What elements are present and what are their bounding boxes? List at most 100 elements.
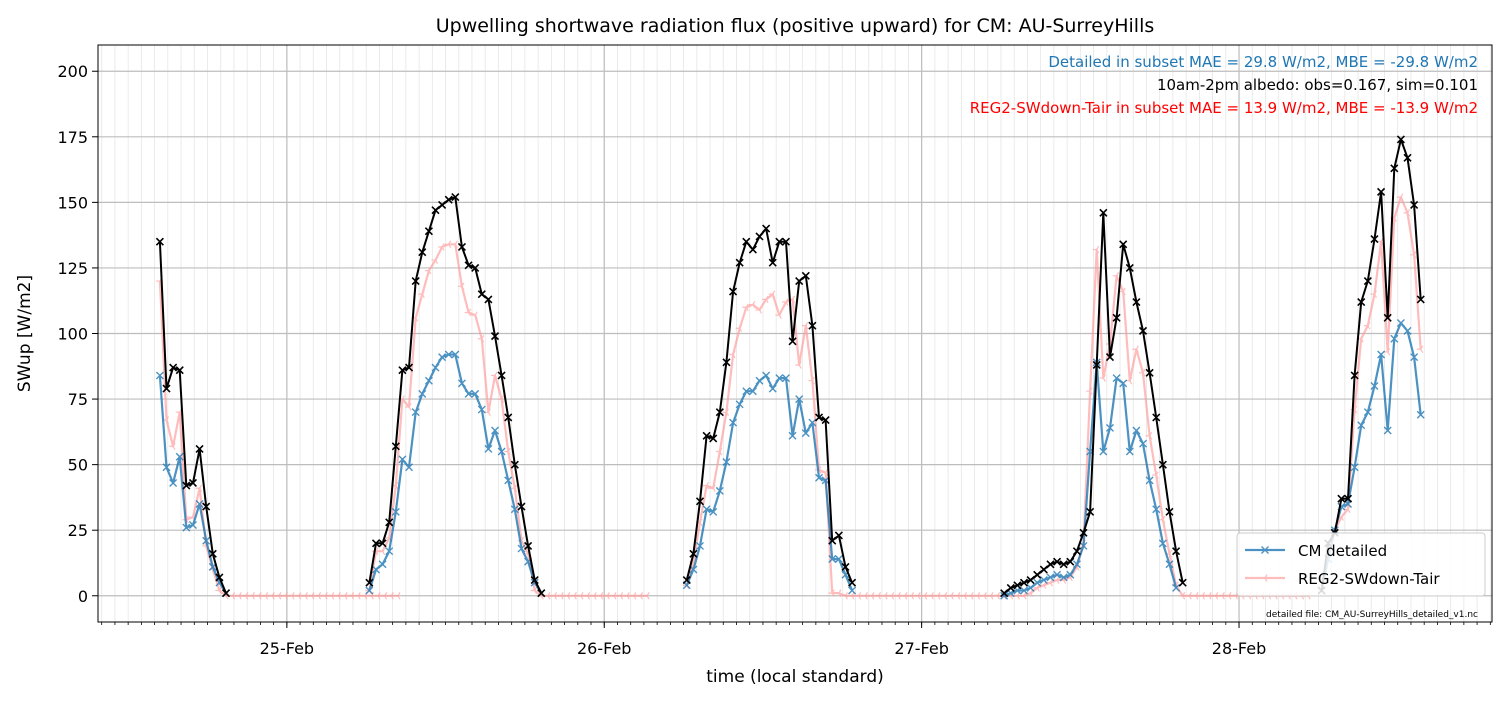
data-point-marker	[1019, 578, 1029, 587]
data-point-marker	[1046, 573, 1055, 582]
data-point-marker	[1403, 209, 1411, 217]
data-point-marker	[524, 541, 533, 551]
data-point-marker	[491, 371, 498, 380]
legend-label-reg2: REG2-SWdown-Tair	[1298, 570, 1440, 588]
data-point-marker	[393, 591, 401, 600]
data-point-marker	[557, 591, 564, 600]
data-point-marker	[471, 263, 480, 272]
data-point-marker	[1105, 423, 1114, 432]
data-point-marker	[709, 434, 718, 443]
data-point-marker	[438, 200, 447, 210]
data-point-marker	[327, 591, 335, 600]
data-point-marker	[1191, 591, 1199, 600]
data-point-marker	[405, 403, 412, 411]
data-point-marker	[169, 442, 176, 451]
data-point-marker	[510, 505, 519, 514]
x-tick-label: 25-Feb	[260, 639, 314, 658]
x-tick-label: 26-Feb	[577, 639, 631, 658]
data-point-marker	[1039, 565, 1048, 574]
data-point-marker	[497, 395, 505, 403]
data-point-marker	[781, 298, 789, 306]
data-point-marker	[1390, 334, 1399, 343]
data-point-marker	[755, 376, 764, 385]
data-point-marker	[735, 258, 744, 267]
data-point-marker	[973, 591, 981, 600]
data-point-marker	[391, 507, 400, 516]
data-point-marker	[418, 389, 427, 398]
data-point-marker	[1052, 557, 1062, 566]
x-tick-label: 27-Feb	[894, 639, 948, 658]
data-point-marker	[405, 463, 414, 472]
data-point-marker	[596, 591, 604, 600]
data-point-marker	[1416, 345, 1424, 354]
data-point-marker	[841, 562, 850, 571]
data-point-marker	[365, 586, 374, 595]
data-point-marker	[1198, 591, 1206, 600]
legend-line-reg2	[1245, 574, 1285, 582]
data-point-marker	[1363, 321, 1371, 330]
data-point-marker	[471, 311, 478, 319]
data-point-marker	[1337, 494, 1346, 503]
data-point-marker	[1132, 426, 1141, 435]
data-point-marker	[241, 591, 249, 600]
annotation-albedo: 10am-2pm albedo: obs=0.167, sim=0.101	[1157, 76, 1478, 94]
data-point-marker	[1152, 413, 1161, 422]
data-point-marker	[762, 224, 771, 233]
data-point-marker	[195, 484, 203, 493]
data-point-marker	[162, 384, 171, 393]
data-point-marker	[1357, 297, 1366, 307]
data-point-marker	[1377, 350, 1386, 359]
data-point-marker	[504, 447, 511, 456]
series-line-segment	[1320, 138, 1422, 591]
data-point-marker	[748, 300, 756, 309]
data-point-marker	[1138, 326, 1148, 335]
data-point-marker	[1410, 353, 1419, 362]
data-point-marker	[576, 591, 584, 600]
data-point-marker	[927, 591, 934, 600]
y-tick-label: 0	[78, 587, 88, 606]
data-point-marker	[530, 586, 538, 595]
data-point-marker	[334, 591, 341, 600]
data-point-marker	[1139, 439, 1148, 448]
plot-series	[155, 135, 1425, 600]
data-point-marker	[1403, 326, 1412, 335]
data-point-marker	[1132, 297, 1141, 307]
data-point-marker	[841, 591, 848, 600]
annotation-reg2-metrics: REG2-SWdown-Tair in subset MAE = 13.9 W/…	[970, 99, 1478, 117]
data-point-marker	[867, 591, 875, 600]
data-point-marker	[775, 311, 782, 319]
data-point-marker	[1416, 295, 1425, 304]
data-point-marker	[255, 591, 262, 600]
data-point-marker	[411, 276, 420, 286]
data-point-marker	[378, 547, 386, 555]
data-point-marker	[788, 337, 797, 346]
data-point-marker	[1000, 589, 1009, 598]
data-point-marker	[583, 591, 591, 600]
data-point-marker	[1383, 313, 1392, 322]
data-point-marker	[828, 555, 837, 564]
data-point-marker	[1261, 574, 1268, 582]
data-point-marker	[1092, 360, 1101, 370]
data-point-marker	[464, 389, 473, 398]
data-point-marker	[464, 261, 473, 270]
data-point-marker	[471, 389, 480, 398]
data-point-marker	[828, 536, 837, 545]
legend-box	[1236, 532, 1486, 597]
data-point-marker	[715, 486, 724, 495]
data-point-marker	[1416, 410, 1425, 419]
data-point-marker	[491, 426, 500, 435]
data-point-marker	[457, 242, 467, 252]
data-point-marker	[438, 243, 445, 251]
data-point-marker	[1390, 164, 1399, 173]
data-point-marker	[722, 408, 729, 416]
data-point-marker	[1020, 586, 1028, 595]
data-point-marker	[457, 282, 465, 291]
data-point-marker	[900, 591, 908, 600]
data-point-marker	[321, 591, 328, 600]
series-reg2-swdown-tair	[155, 193, 1424, 600]
data-point-marker	[808, 376, 815, 385]
data-point-marker	[1396, 319, 1405, 328]
data-point-marker	[1357, 421, 1366, 430]
legend-sample	[1245, 546, 1285, 554]
data-point-marker	[380, 591, 388, 600]
